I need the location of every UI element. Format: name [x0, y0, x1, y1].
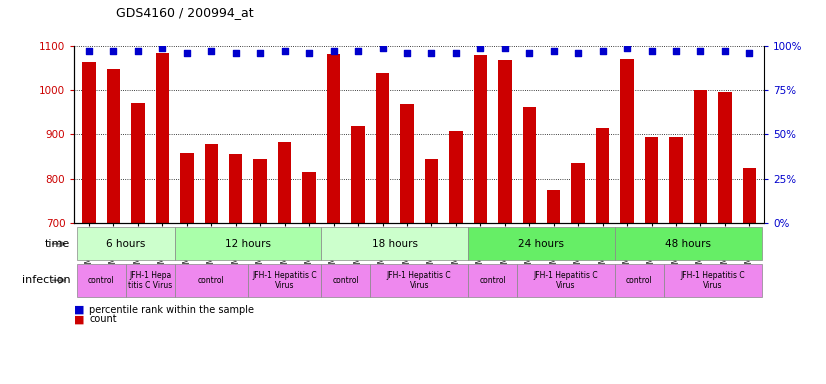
- Text: JFH-1 Hepatitis C
Virus: JFH-1 Hepatitis C Virus: [253, 271, 317, 290]
- Point: [278, 48, 292, 55]
- Text: control: control: [198, 276, 225, 285]
- Bar: [107, 70, 121, 223]
- Text: count: count: [89, 314, 116, 324]
- Bar: [351, 126, 365, 223]
- Bar: [174, 264, 248, 297]
- Text: infection: infection: [21, 275, 70, 285]
- Bar: [401, 104, 414, 223]
- Text: percentile rank within the sample: percentile rank within the sample: [89, 305, 254, 315]
- Point: [302, 50, 316, 56]
- Text: GDS4160 / 200994_at: GDS4160 / 200994_at: [116, 6, 254, 19]
- Point: [620, 45, 634, 51]
- Bar: [615, 227, 762, 260]
- Point: [669, 48, 682, 55]
- Point: [131, 48, 145, 55]
- Bar: [370, 264, 468, 297]
- Point: [694, 48, 707, 55]
- Bar: [327, 54, 340, 223]
- Point: [180, 50, 193, 56]
- Text: 48 hours: 48 hours: [665, 239, 711, 249]
- Point: [376, 45, 389, 51]
- Bar: [468, 227, 615, 260]
- Bar: [77, 264, 126, 297]
- Point: [596, 48, 610, 55]
- Text: control: control: [626, 276, 653, 285]
- Bar: [645, 137, 658, 223]
- Text: 6 hours: 6 hours: [106, 239, 145, 249]
- Point: [645, 48, 658, 55]
- Point: [474, 45, 487, 51]
- Bar: [449, 131, 463, 223]
- Bar: [83, 63, 96, 223]
- Bar: [517, 264, 615, 297]
- Point: [719, 48, 732, 55]
- Bar: [302, 172, 316, 223]
- Point: [107, 48, 120, 55]
- Point: [449, 50, 463, 56]
- Text: 12 hours: 12 hours: [225, 239, 271, 249]
- Bar: [473, 55, 487, 223]
- Point: [205, 48, 218, 55]
- Bar: [498, 60, 511, 223]
- Bar: [468, 264, 517, 297]
- Bar: [596, 128, 610, 223]
- Text: JFH-1 Hepa
titis C Virus: JFH-1 Hepa titis C Virus: [128, 271, 173, 290]
- Point: [523, 50, 536, 56]
- Point: [401, 50, 414, 56]
- Text: time: time: [45, 239, 70, 249]
- Text: 24 hours: 24 hours: [519, 239, 564, 249]
- Bar: [376, 73, 389, 223]
- Text: JFH-1 Hepatitis C
Virus: JFH-1 Hepatitis C Virus: [681, 271, 745, 290]
- Text: 18 hours: 18 hours: [372, 239, 418, 249]
- Bar: [321, 227, 468, 260]
- Bar: [155, 53, 169, 223]
- Point: [351, 48, 364, 55]
- Point: [327, 48, 340, 55]
- Bar: [694, 90, 707, 223]
- Point: [498, 45, 511, 51]
- Bar: [615, 264, 664, 297]
- Point: [572, 50, 585, 56]
- Point: [254, 50, 267, 56]
- Bar: [131, 103, 145, 223]
- Point: [743, 50, 756, 56]
- Bar: [205, 144, 218, 223]
- Bar: [572, 163, 585, 223]
- Bar: [126, 264, 174, 297]
- Bar: [180, 153, 193, 223]
- Text: ■: ■: [74, 305, 85, 315]
- Point: [425, 50, 438, 56]
- Text: ■: ■: [74, 314, 85, 324]
- Bar: [425, 159, 438, 223]
- Bar: [669, 137, 683, 223]
- Bar: [278, 142, 292, 223]
- Bar: [620, 59, 634, 223]
- Text: JFH-1 Hepatitis C
Virus: JFH-1 Hepatitis C Virus: [534, 271, 598, 290]
- Bar: [547, 190, 560, 223]
- Text: JFH-1 Hepatitis C
Virus: JFH-1 Hepatitis C Virus: [387, 271, 452, 290]
- Bar: [229, 154, 243, 223]
- Bar: [523, 107, 536, 223]
- Bar: [321, 264, 370, 297]
- Bar: [254, 159, 267, 223]
- Point: [547, 48, 560, 55]
- Point: [229, 50, 242, 56]
- Point: [83, 48, 96, 55]
- Text: control: control: [332, 276, 359, 285]
- Bar: [174, 227, 321, 260]
- Bar: [718, 91, 732, 223]
- Bar: [664, 264, 762, 297]
- Point: [156, 45, 169, 51]
- Bar: [248, 264, 321, 297]
- Text: control: control: [479, 276, 506, 285]
- Bar: [743, 167, 756, 223]
- Text: control: control: [88, 276, 115, 285]
- Bar: [77, 227, 174, 260]
